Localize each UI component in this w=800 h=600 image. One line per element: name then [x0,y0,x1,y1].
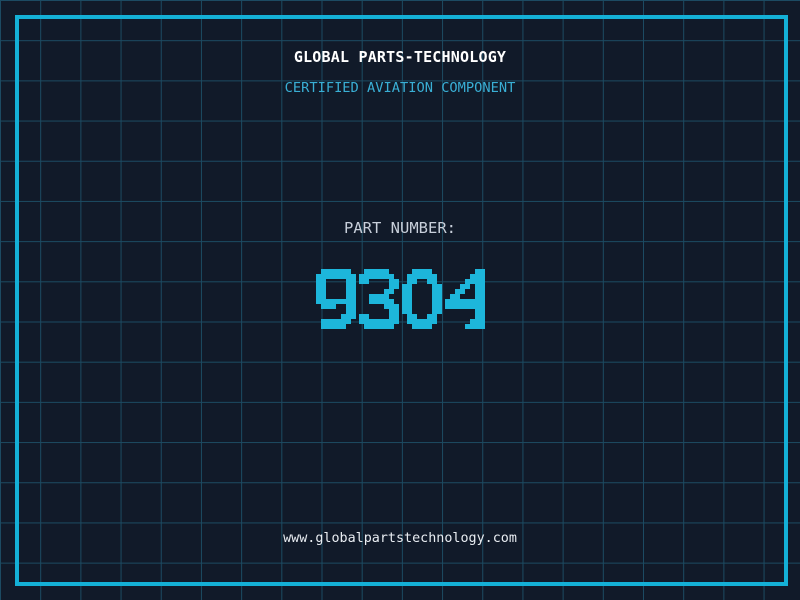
company-name: GLOBAL PARTS-TECHNOLOGY [293,48,507,66]
part-number-digit [358,269,399,329]
part-number-display [0,269,800,329]
part-number-label: PART NUMBER: [344,219,456,237]
frame-border [15,15,788,586]
part-number-digit [401,269,442,329]
part-number-digit [444,269,485,329]
website-url: www.globalpartstechnology.com [283,531,517,546]
certification-subtitle: CERTIFIED AVIATION COMPONENT [284,80,516,96]
part-number-digit [315,269,356,329]
